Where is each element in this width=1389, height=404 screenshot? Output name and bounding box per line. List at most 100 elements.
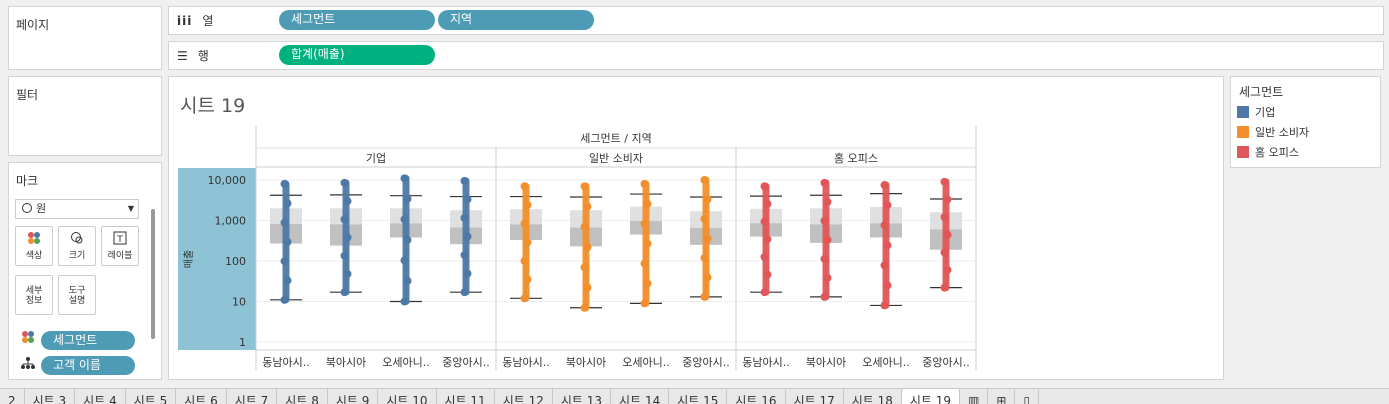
data-point [943,195,952,204]
legend-item[interactable]: 홈 오피스 [1237,142,1374,162]
data-point [643,199,652,208]
y-axis-band [178,168,256,350]
detail-label: 세부 정보 [25,286,43,306]
data-point [280,295,289,304]
sheet-tab[interactable]: 시트 18 [844,389,902,404]
new-dashboard-icon[interactable]: ⊞ [988,389,1016,404]
x-tick-label: 북아시아 [326,356,366,369]
x-tick-label: 오세아니.. [382,356,429,369]
data-point [520,182,529,191]
size-label: 크기 [68,251,86,261]
data-point [763,199,772,208]
sheet-tab[interactable]: 시트 5 [126,389,177,404]
new-story-icon[interactable]: ▯ [1015,389,1040,404]
legend-label: 홈 오피스 [1255,146,1299,159]
sheet-tab[interactable]: 시트 10 [378,389,437,404]
x-tick-label: 동남아시.. [502,356,549,369]
marks-title: 마크 [16,174,39,188]
sheet-tab[interactable]: 시트 6 [176,389,227,404]
x-tick-label: 오세아니.. [862,356,909,369]
sheet-tab[interactable]: 시트 15 [669,389,728,404]
data-point [703,273,712,282]
data-point [880,261,889,270]
data-point [403,194,412,203]
mark-type-dropdown[interactable]: 원 ▼ [15,199,139,219]
sheet-tab[interactable]: 시트 8 [277,389,328,404]
sheet-tab[interactable]: 시트 12 [495,389,553,404]
data-point [343,233,352,242]
x-tick-label: 북아시아 [566,356,606,369]
data-point [460,176,469,185]
tooltip-button[interactable]: 도구 설명 [58,275,96,315]
sheet-tab[interactable]: 시트 4 [75,389,126,404]
data-point [400,215,409,224]
y-tick-label: 1,000 [215,215,247,228]
data-point [283,199,292,208]
columns-shelf-label: iii 열 [177,12,213,29]
legend-label: 기업 [1255,106,1276,119]
sheet-tab[interactable]: 2 [0,389,25,404]
sheet-tab[interactable]: 시트 17 [786,389,844,404]
tooltip-label: 도구 설명 [68,286,86,306]
data-point [940,213,949,222]
sheet-tab[interactable]: 시트 7 [227,389,278,404]
sheet-tab[interactable]: 시트 13 [553,389,612,404]
new-worksheet-icon[interactable]: ▥ [960,389,989,404]
label-icon: T [102,231,138,251]
data-point [463,195,472,204]
filters-shelf[interactable]: 필터 [8,76,162,156]
x-tick-label: 중앙아시.. [442,356,489,369]
sheet-tab[interactable]: 시트 19 [901,389,961,404]
size-button[interactable]: 크기 [58,226,96,266]
data-point [580,182,589,191]
data-point [400,256,409,265]
color-button[interactable]: 색상 [15,226,53,266]
sheet-tab[interactable]: 시트 9 [328,389,379,404]
data-point [283,276,292,285]
data-point [700,176,709,184]
data-point [940,283,949,292]
rows-pill-sum-sales[interactable]: 합계(매출) [279,45,435,65]
legend-item[interactable]: 기업 [1237,102,1374,122]
data-point [760,288,769,297]
x-tick-label: 동남아시.. [742,356,789,369]
data-point [523,238,532,247]
sheet-tab[interactable]: 시트 16 [727,389,786,404]
data-point [280,257,289,266]
data-point [640,179,649,188]
customer-name-field-pill[interactable]: 고객 이름 [41,356,135,375]
label-button[interactable]: T 레이블 [101,226,139,266]
color-icon [21,330,35,347]
data-point [520,256,529,265]
data-point [340,288,349,297]
data-point [340,215,349,224]
legend-swatch [1237,126,1249,138]
sheet-tab[interactable]: 시트 14 [611,389,670,404]
legend-item[interactable]: 일반 소비자 [1237,122,1374,142]
color-label: 색상 [25,251,43,261]
columns-icon: iii [177,13,193,28]
data-point [940,248,949,257]
data-point [820,292,829,301]
segment-field-pill[interactable]: 세그먼트 [41,331,135,350]
columns-pill-region[interactable]: 지역 [438,10,594,30]
data-point [883,201,892,210]
data-point [760,217,769,226]
data-point [343,197,352,206]
data-point [340,178,349,187]
sheet-tab[interactable]: 시트 3 [25,389,76,404]
data-point [940,177,949,186]
detail-button[interactable]: 세부 정보 [15,275,53,315]
legend-swatch [1237,106,1249,118]
data-point [583,283,592,292]
data-point [703,195,712,204]
data-point [700,292,709,301]
segment-header: 홈 오피스 [834,151,878,165]
columns-pill-segment[interactable]: 세그먼트 [279,10,435,30]
marks-scrollbar[interactable] [151,209,155,339]
sheet-tab[interactable]: 시트 11 [437,389,495,404]
pages-shelf[interactable]: 페이지 [8,6,162,70]
data-point [460,288,469,297]
data-point [520,219,529,228]
